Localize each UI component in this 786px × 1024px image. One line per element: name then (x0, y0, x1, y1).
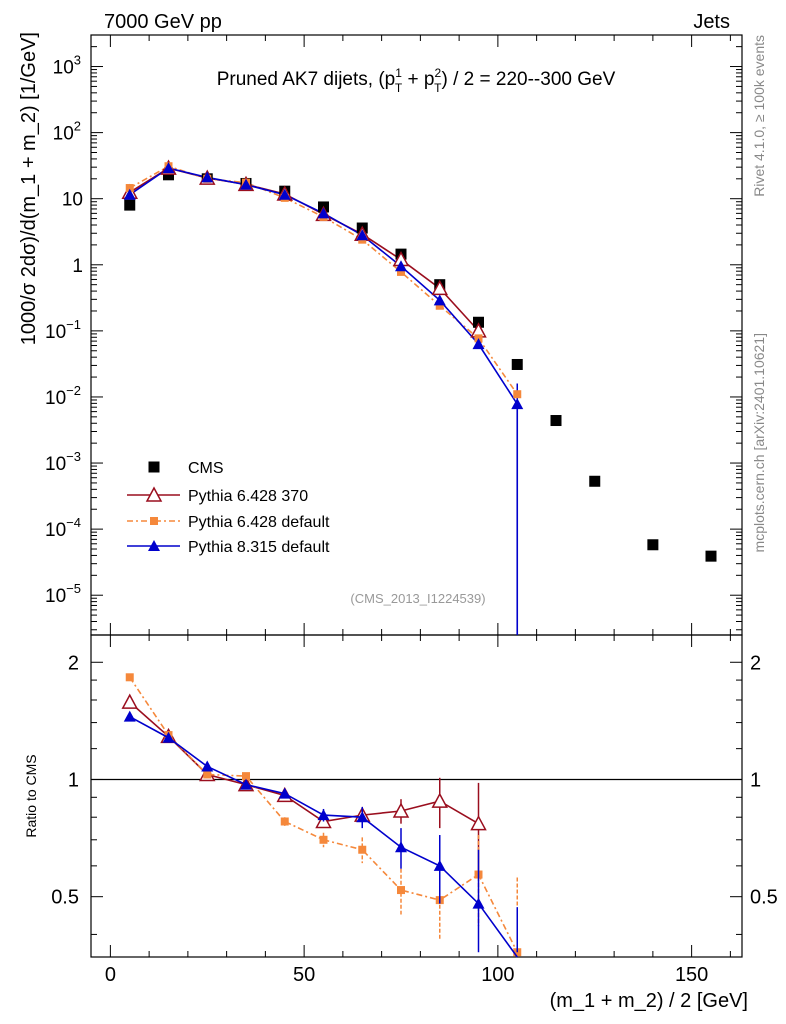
data-point (278, 188, 291, 200)
y-tick-label: 10−1 (45, 317, 81, 343)
ratio-panel-data (121, 673, 522, 958)
ratio-point (125, 673, 134, 682)
y-tick-label: 10−3 (45, 449, 81, 475)
data-point (395, 260, 407, 272)
legend-marker (148, 461, 160, 473)
data-point (201, 171, 214, 183)
ratio-point (240, 778, 252, 790)
chart-title: Pruned AK7 dijets, (p1 T + p2 T) / 2 = 220… (217, 66, 616, 95)
ratio-y-tick-label: 1 (68, 769, 79, 791)
ratio-axis-ticks: 0 50 100 150 0.5 0.5 1 1 2 2 (51, 635, 778, 986)
ratio-point (278, 787, 291, 799)
y-tick-label: 10−4 (45, 515, 81, 541)
top-axis-ticks: 10−5 10−4 10−3 10−2 10−1 1 10 102 103 (45, 34, 742, 635)
ratio-y-tick-label-right: 2 (750, 652, 761, 674)
ratio-point (319, 835, 328, 844)
y-tick-label: 102 (53, 119, 81, 145)
legend-entry: Pythia 6.428 default (188, 514, 330, 531)
data-point (240, 178, 252, 190)
mcplots-label: mcplots.cern.ch [arXiv:2401.10621] (751, 333, 767, 552)
x-axis-label: (m_1 + m_2) / 2 [GeV] (550, 990, 748, 1012)
data-point (433, 294, 446, 306)
ratio-line-pythia-6-428-370 (129, 701, 479, 825)
ratio-point (121, 693, 139, 709)
header-left: 7000 GeV pp (104, 11, 222, 33)
data-point (511, 398, 524, 410)
data-point (397, 267, 405, 276)
ratio-point (356, 811, 369, 823)
data-point (162, 162, 175, 174)
data-point (550, 415, 562, 427)
ratio-y-tick-label: 2 (68, 652, 79, 674)
x-tick-label: 50 (293, 964, 315, 986)
legend: CMS Pythia 6.428 370 Pythia 6.428 default P… (127, 460, 330, 556)
data-point (123, 188, 136, 200)
ratio-y-axis-label: Ratio to CMS (23, 754, 39, 837)
ratio-point (201, 760, 214, 772)
ratio-point (280, 817, 289, 826)
legend-entry: Pythia 8.315 default (188, 539, 330, 556)
x-tick-label: 100 (481, 964, 514, 986)
data-point (435, 301, 444, 310)
legend-marker (148, 540, 160, 551)
ratio-point (397, 886, 405, 895)
data-point (589, 475, 601, 487)
ratio-point (470, 815, 487, 831)
y-tick-label: 103 (53, 53, 81, 79)
header-right: Jets (693, 11, 730, 33)
y-tick-label: 10−5 (45, 581, 81, 607)
ratio-point (242, 772, 250, 781)
y-tick-label: 10−2 (45, 383, 81, 409)
data-point (317, 207, 330, 219)
ratio-point (162, 731, 175, 743)
data-point (473, 316, 484, 328)
y-axis-label: 1000/σ 2dσ)/d(m_1 + m_2) [1/GeV] (18, 32, 40, 345)
ratio-panel-frame (90, 634, 743, 958)
ratio-point (317, 809, 330, 821)
ratio-point (203, 770, 212, 779)
data-point (705, 550, 717, 562)
ratio-point (433, 859, 446, 871)
data-point (472, 338, 485, 350)
ratio-point (472, 897, 485, 909)
series-line-pythia-8-315-default (129, 167, 519, 635)
data-point (647, 539, 659, 551)
analysis-tag: (CMS_2013_I1224539) (350, 591, 485, 606)
series-line-pythia-6-428-default (129, 165, 518, 395)
ratio-y-tick-label-right: 1 (750, 769, 761, 791)
y-tick-label: 10 (62, 190, 83, 211)
ratio-point (395, 841, 407, 853)
data-point (356, 229, 369, 241)
ratio-y-tick-label: 0.5 (51, 887, 79, 909)
ratio-point (392, 802, 410, 818)
ratio-point (431, 792, 449, 808)
ratio-y-tick-label-right: 0.5 (750, 887, 778, 909)
ratio-point (358, 845, 367, 854)
x-tick-label: 150 (675, 964, 708, 986)
data-point (124, 199, 136, 211)
ratio-point (123, 710, 136, 722)
legend-marker (150, 517, 158, 525)
y-tick-label: 1 (72, 256, 83, 277)
data-point (513, 390, 522, 399)
legend-entry: CMS (188, 460, 224, 477)
data-point (511, 358, 523, 370)
rivet-label: Rivet 4.1.0, ≥ 100k events (751, 35, 767, 197)
legend-entry: Pythia 6.428 370 (188, 488, 308, 505)
legend-marker (145, 486, 163, 502)
series-line-pythia-6-428-370 (129, 167, 480, 332)
data-point (125, 184, 134, 193)
top-panel-data (121, 159, 717, 635)
x-tick-label: 0 (105, 964, 116, 986)
